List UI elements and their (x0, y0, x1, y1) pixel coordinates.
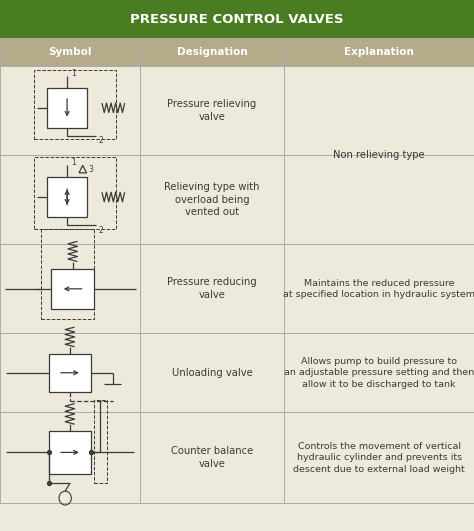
Text: PRESSURE CONTROL VALVES: PRESSURE CONTROL VALVES (130, 13, 344, 25)
Bar (284, 333, 474, 412)
Bar (0, 0, 474, 38)
Bar (0, 155, 140, 244)
Text: Non relieving type: Non relieving type (333, 150, 425, 160)
Bar (140, 412, 284, 503)
Text: 1: 1 (71, 68, 76, 78)
Bar (140, 155, 284, 244)
Bar (47, 177, 87, 217)
Bar (140, 66, 284, 155)
Bar (51, 269, 94, 309)
Text: Controls the movement of vertical
hydraulic cylinder and prevents its
descent du: Controls the movement of vertical hydrau… (293, 442, 465, 474)
Text: Relieving type with
overload being
vented out: Relieving type with overload being vente… (164, 182, 260, 218)
Bar (47, 88, 87, 127)
Bar (0, 66, 140, 155)
Text: Pressure relieving
valve: Pressure relieving valve (167, 99, 257, 122)
Bar (284, 412, 474, 503)
Text: Counter balance
valve: Counter balance valve (171, 447, 253, 469)
Text: 2: 2 (98, 226, 103, 235)
Text: Designation: Designation (177, 47, 247, 57)
Bar (284, 38, 474, 66)
Text: Allows pump to build pressure to
an adjustable pressure setting and then
allow i: Allows pump to build pressure to an adju… (284, 357, 474, 389)
Text: Explanation: Explanation (344, 47, 414, 57)
Text: 1: 1 (71, 158, 76, 167)
Bar (0, 38, 140, 66)
Bar (140, 333, 284, 412)
Text: Pressure reducing
valve: Pressure reducing valve (167, 278, 257, 300)
Bar (48, 431, 91, 474)
Bar (284, 244, 474, 333)
Bar (48, 354, 91, 392)
Bar (34, 70, 116, 139)
Text: Unloading valve: Unloading valve (172, 368, 253, 378)
Text: Symbol: Symbol (48, 47, 91, 57)
Text: 3: 3 (89, 165, 94, 174)
Bar (0, 333, 140, 412)
Text: 2: 2 (98, 136, 103, 145)
Text: Maintains the reduced pressure
at specified location in hydraulic system: Maintains the reduced pressure at specif… (283, 279, 474, 299)
Bar (284, 66, 474, 155)
Bar (284, 155, 474, 244)
Bar (34, 157, 116, 229)
Bar (94, 400, 107, 483)
Bar (0, 244, 140, 333)
Bar (140, 244, 284, 333)
Bar (0, 412, 140, 503)
Bar (41, 229, 94, 320)
Bar (140, 38, 284, 66)
